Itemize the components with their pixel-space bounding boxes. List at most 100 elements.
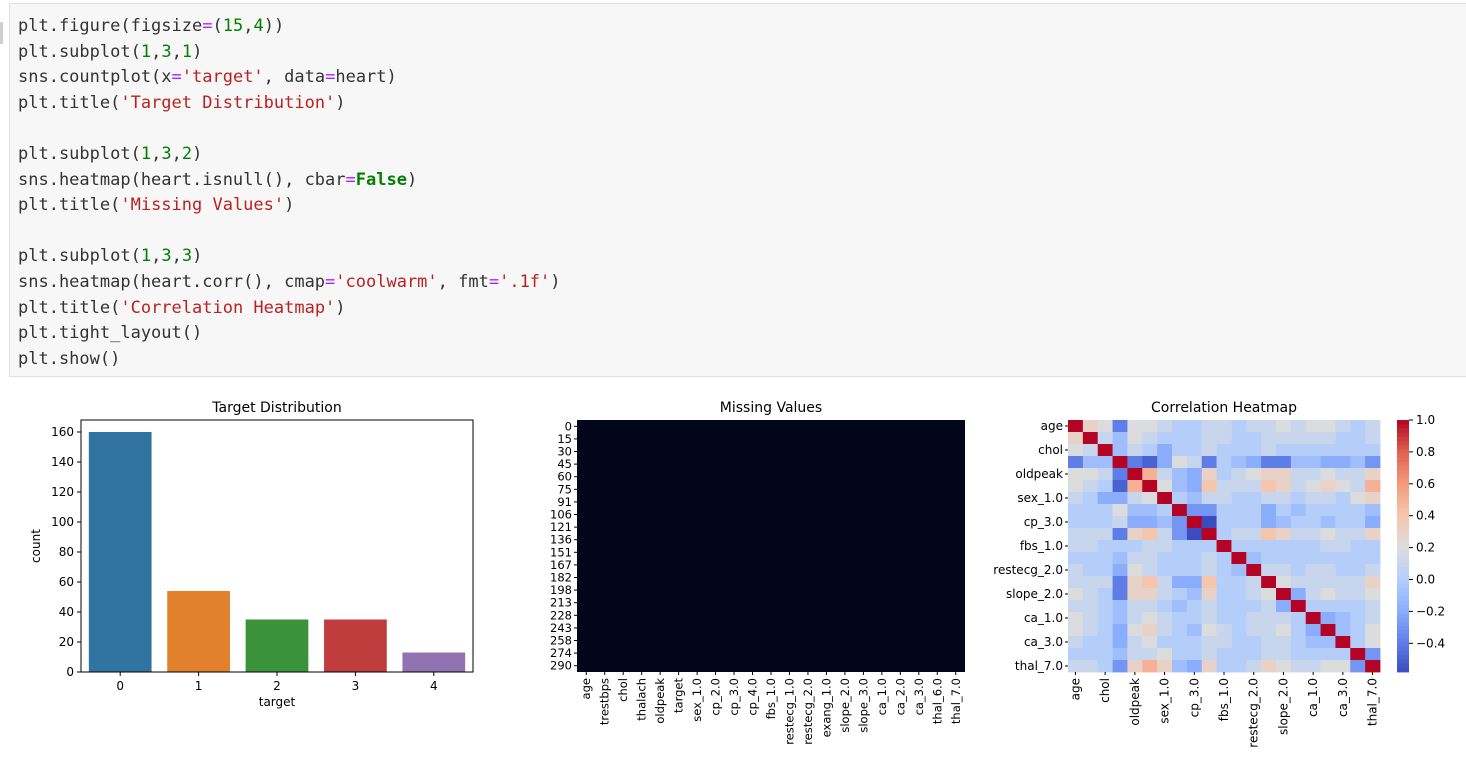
heatmap-cell	[1231, 456, 1247, 469]
code-token: plt.figure(figsize	[18, 16, 203, 36]
heatmap-cell	[1201, 468, 1217, 481]
heatmap-cell	[1172, 660, 1188, 673]
colorbar-segment	[1397, 638, 1409, 643]
heatmap-cell	[1097, 480, 1113, 493]
code-token: =	[345, 169, 356, 190]
code-line: plt.subplot(1,3,3)	[18, 244, 202, 269]
heatmap-cell	[1172, 468, 1188, 481]
heatmap-cell	[1157, 432, 1173, 445]
heatmap-cell	[1097, 540, 1113, 553]
heatmap-cell	[1157, 648, 1173, 661]
heatmap-cell	[1365, 636, 1381, 649]
heatmap-cell	[1082, 492, 1099, 505]
colorbar-segment	[1397, 583, 1409, 589]
heatmap-cell	[1112, 540, 1128, 553]
code-token: plt.title(	[18, 195, 121, 216]
heatmap-cell	[1261, 528, 1277, 541]
heatmap-cell	[1142, 588, 1158, 601]
heatmap-cell	[1320, 636, 1336, 649]
heatmap-cell	[1305, 420, 1321, 433]
heatmap-cell	[1142, 504, 1158, 517]
heatmap-cell	[1186, 516, 1203, 529]
heatmap-cell	[1320, 600, 1336, 613]
heatmap-cell	[1335, 480, 1351, 493]
colorbar-segment	[1397, 600, 1409, 606]
heatmap-cell	[1112, 588, 1128, 601]
code-cell[interactable]: plt.figure(figsize=(15,4)) plt.subplot(1,…	[9, 3, 1466, 377]
heatmap-cell	[1201, 444, 1217, 457]
heatmap-cell	[1305, 552, 1321, 565]
heatmap-cell	[1172, 552, 1188, 565]
heatmap-cell	[1112, 552, 1128, 565]
xtick-label: 0	[116, 679, 124, 693]
code-token: )	[284, 195, 295, 216]
heatmap-cell	[1320, 420, 1336, 433]
colorbar-segment	[1397, 470, 1409, 475]
heatmap-cell	[1097, 444, 1113, 457]
heatmap-cell	[1246, 576, 1262, 589]
heatmap-cell	[1276, 528, 1292, 541]
heatmap-cell	[1305, 492, 1321, 505]
heatmap-cell	[1305, 588, 1321, 601]
heatmap-cell	[1142, 492, 1158, 505]
code-token: )	[550, 272, 561, 292]
heatmap-cell	[1068, 648, 1084, 661]
heatmap-cell	[1365, 588, 1381, 601]
heatmap-cell	[1276, 492, 1292, 505]
colorbar-tick-label: 0.8	[1416, 445, 1435, 459]
colorbar-segment	[1397, 630, 1409, 635]
column-label: restecg_2.0	[1247, 678, 1261, 748]
heatmap-cell	[1320, 480, 1336, 493]
heatmap-cell	[1231, 564, 1247, 577]
heatmap-cell	[1172, 636, 1188, 649]
code-token: , fmt	[437, 272, 489, 292]
heatmap-cell	[1276, 468, 1292, 481]
heatmap-cell	[1350, 600, 1366, 613]
heatmap-cell	[1335, 456, 1351, 469]
heatmap-cell	[1246, 528, 1262, 541]
heatmap-cell	[1365, 576, 1381, 589]
heatmap-cell	[1335, 420, 1351, 433]
heatmap-cell	[1350, 564, 1366, 577]
code-line: plt.show()	[18, 347, 120, 372]
heatmap-cell	[1097, 600, 1113, 613]
heatmap-cell	[1365, 420, 1381, 433]
heatmap-cell	[1157, 576, 1173, 589]
heatmap-cell	[1335, 504, 1351, 517]
heatmap-cell	[1201, 504, 1217, 517]
heatmap-cell	[1157, 636, 1173, 649]
heatmap-cell	[1127, 648, 1143, 661]
heatmap-cell	[1335, 648, 1351, 661]
heatmap-cell	[1290, 492, 1307, 505]
code-token: sns.countplot(x	[18, 67, 172, 88]
heatmap-cell	[1172, 492, 1188, 505]
colorbar-segment	[1397, 516, 1409, 522]
xtick-label: 3	[352, 679, 360, 693]
heatmap-cell	[1186, 612, 1203, 625]
cell-collapse-marker[interactable]	[0, 22, 3, 44]
heatmap-cell	[1186, 456, 1203, 469]
column-label: oldpeak	[653, 678, 667, 724]
heatmap-cell	[1261, 660, 1277, 673]
code-token: ,	[171, 41, 182, 62]
heatmap-cell	[1350, 420, 1366, 433]
colorbar-segment	[1397, 512, 1409, 517]
code-token: plt.subplot(	[18, 41, 141, 62]
heatmap-cell	[1276, 480, 1292, 493]
heatmap-cell	[1172, 576, 1188, 589]
heatmap-cell	[1216, 456, 1232, 469]
heatmap-cell	[1157, 540, 1173, 553]
heatmap-cell	[1231, 600, 1247, 613]
row-label: 45	[557, 457, 572, 471]
code-token: ,	[151, 41, 162, 62]
code-token: 15	[222, 16, 244, 36]
heatmap-cell	[1276, 624, 1292, 637]
heatmap-cell	[1276, 588, 1292, 601]
heatmap-cell	[1097, 432, 1113, 445]
heatmap-cell	[1335, 588, 1351, 601]
heatmap-cell	[1127, 612, 1143, 625]
column-label: fbs_1.0	[764, 678, 778, 719]
heatmap-cell	[1261, 420, 1277, 433]
heatmap-cell	[1365, 624, 1381, 637]
heatmap-cell	[1276, 564, 1292, 577]
